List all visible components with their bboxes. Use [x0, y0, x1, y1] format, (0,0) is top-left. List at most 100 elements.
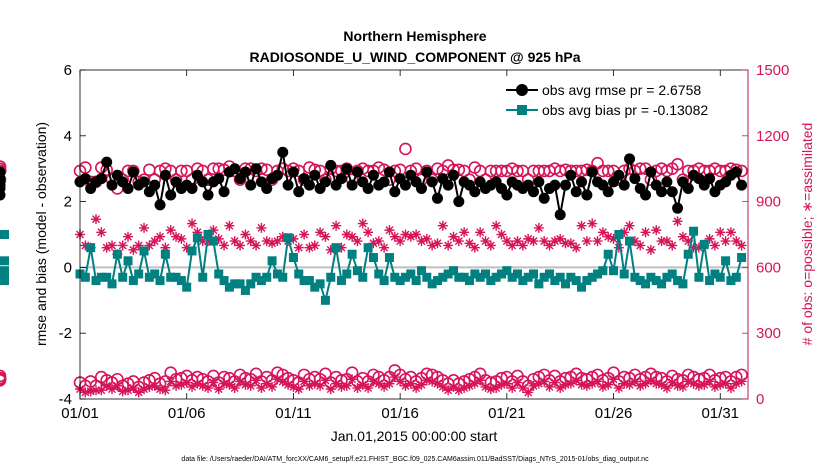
- bias-point: [635, 276, 645, 286]
- obs-assimilated-low-point: [336, 381, 347, 392]
- rmse-point: [549, 179, 561, 191]
- obs-assimilated-point: [149, 236, 160, 247]
- obs-assimilated-low-point: [411, 383, 422, 394]
- obs-assimilated-point: [587, 218, 598, 229]
- rmse-point: [79, 173, 91, 185]
- bias-point: [400, 272, 410, 282]
- bias-point: [683, 249, 693, 259]
- obs-assimilated-low-point: [720, 378, 731, 389]
- bias-point: [294, 269, 304, 279]
- rmse-point: [672, 202, 684, 214]
- bias-point: [80, 272, 90, 282]
- rmse-point: [565, 169, 577, 181]
- obs-assimilated-point: [539, 236, 550, 247]
- obs-assimilated-point: [485, 240, 496, 251]
- obs-assimilated-point: [533, 222, 544, 233]
- rmse-point: [570, 186, 582, 198]
- bias-point: [454, 272, 464, 282]
- bias-point: [667, 269, 677, 279]
- obs-assimilated-point: [235, 240, 246, 251]
- rmse-point: [335, 173, 347, 185]
- rmse-point: [218, 186, 230, 198]
- obs-assimilated-low-point: [507, 383, 518, 394]
- obs-assimilated-low-point: [443, 385, 454, 396]
- bias-point: [123, 256, 133, 266]
- bias-point: [529, 269, 539, 279]
- obs-assimilated-low-point: [256, 383, 267, 394]
- obs-assimilated-low-point: [571, 375, 582, 386]
- rmse-point: [351, 166, 363, 178]
- obs-assimilated-point: [469, 242, 480, 253]
- obs-assimilated-low-point: [181, 377, 192, 388]
- rmse-point: [127, 166, 139, 178]
- bias-point: [577, 282, 587, 292]
- obs-assimilated-low-point: [309, 378, 320, 389]
- obs-assimilated-low-point: [277, 376, 288, 387]
- bias-point: [689, 226, 699, 236]
- obs-assimilated-low-point: [565, 378, 576, 389]
- obs-assimilated-low-point: [555, 383, 566, 394]
- obs-assimilated-point: [229, 236, 240, 247]
- bias-point: [422, 272, 432, 282]
- rmse-point: [538, 192, 550, 204]
- obs-assimilated-low-point: [651, 378, 662, 389]
- rmse-point: [367, 169, 379, 181]
- obs-assimilated-point: [240, 229, 251, 240]
- bias-point: [0, 256, 9, 266]
- obs-assimilated-point: [635, 240, 646, 251]
- obs-assimilated-low-point: [165, 376, 176, 387]
- bias-point: [603, 249, 613, 259]
- bias-point: [438, 272, 448, 282]
- obs-assimilated-low-point: [288, 381, 299, 392]
- rmse-point: [661, 176, 673, 188]
- bias-point: [203, 230, 213, 239]
- rmse-point: [213, 173, 225, 185]
- bias-point: [107, 279, 117, 289]
- rmse-point: [645, 166, 657, 178]
- obs-assimilated-point: [437, 220, 448, 231]
- bias-point: [411, 276, 421, 286]
- obs-assimilated-point: [704, 233, 715, 244]
- y-right-tick-label: 1500: [756, 62, 789, 79]
- obs-assimilated-point: [693, 242, 704, 253]
- bias-point: [139, 246, 149, 256]
- rmse-point: [389, 186, 401, 198]
- obs-possible-low-point: [0, 374, 7, 387]
- obs-assimilated-low-point: [197, 380, 208, 391]
- bias-point: [486, 276, 496, 286]
- obs-assimilated-point: [400, 229, 411, 240]
- obs-assimilated-low-point: [523, 387, 534, 398]
- bias-point: [288, 253, 298, 263]
- obs-assimilated-low-point: [704, 376, 715, 387]
- rmse-point: [282, 179, 294, 191]
- obs-assimilated-point: [384, 225, 395, 236]
- obs-assimilated-point: [672, 216, 683, 227]
- chart-title: Northern Hemisphere: [343, 28, 486, 44]
- obs-assimilated-point: [427, 240, 438, 251]
- obs-assimilated-point: [496, 229, 507, 240]
- bias-point: [272, 269, 282, 279]
- obs-assimilated-low-point: [416, 379, 427, 390]
- y-axis-label-right: # of obs: o=possible; ∗=assimilated: [799, 123, 815, 346]
- obs-assimilated-point: [459, 227, 470, 238]
- bias-point: [166, 272, 176, 282]
- bias-point: [246, 279, 256, 289]
- rmse-point: [656, 186, 668, 198]
- obs-assimilated-low-point: [123, 385, 134, 396]
- obs-assimilated-low-point: [192, 378, 203, 389]
- obs-assimilated-point: [555, 233, 566, 244]
- obs-assimilated-low-point: [400, 380, 411, 391]
- rmse-point: [586, 166, 598, 178]
- obs-assimilated-low-point: [320, 375, 331, 386]
- obs-assimilated-point: [331, 220, 342, 231]
- rmse-point: [431, 192, 443, 204]
- obs-assimilated-low-point: [464, 380, 475, 391]
- y-right-tick-label: 1200: [756, 128, 789, 145]
- obs-assimilated-low-point: [475, 375, 486, 386]
- rmse-point: [346, 179, 358, 191]
- rmse-point: [426, 176, 438, 188]
- obs-assimilated-point: [709, 240, 720, 251]
- rmse-point: [581, 189, 593, 201]
- obs-assimilated-low-point: [544, 381, 555, 392]
